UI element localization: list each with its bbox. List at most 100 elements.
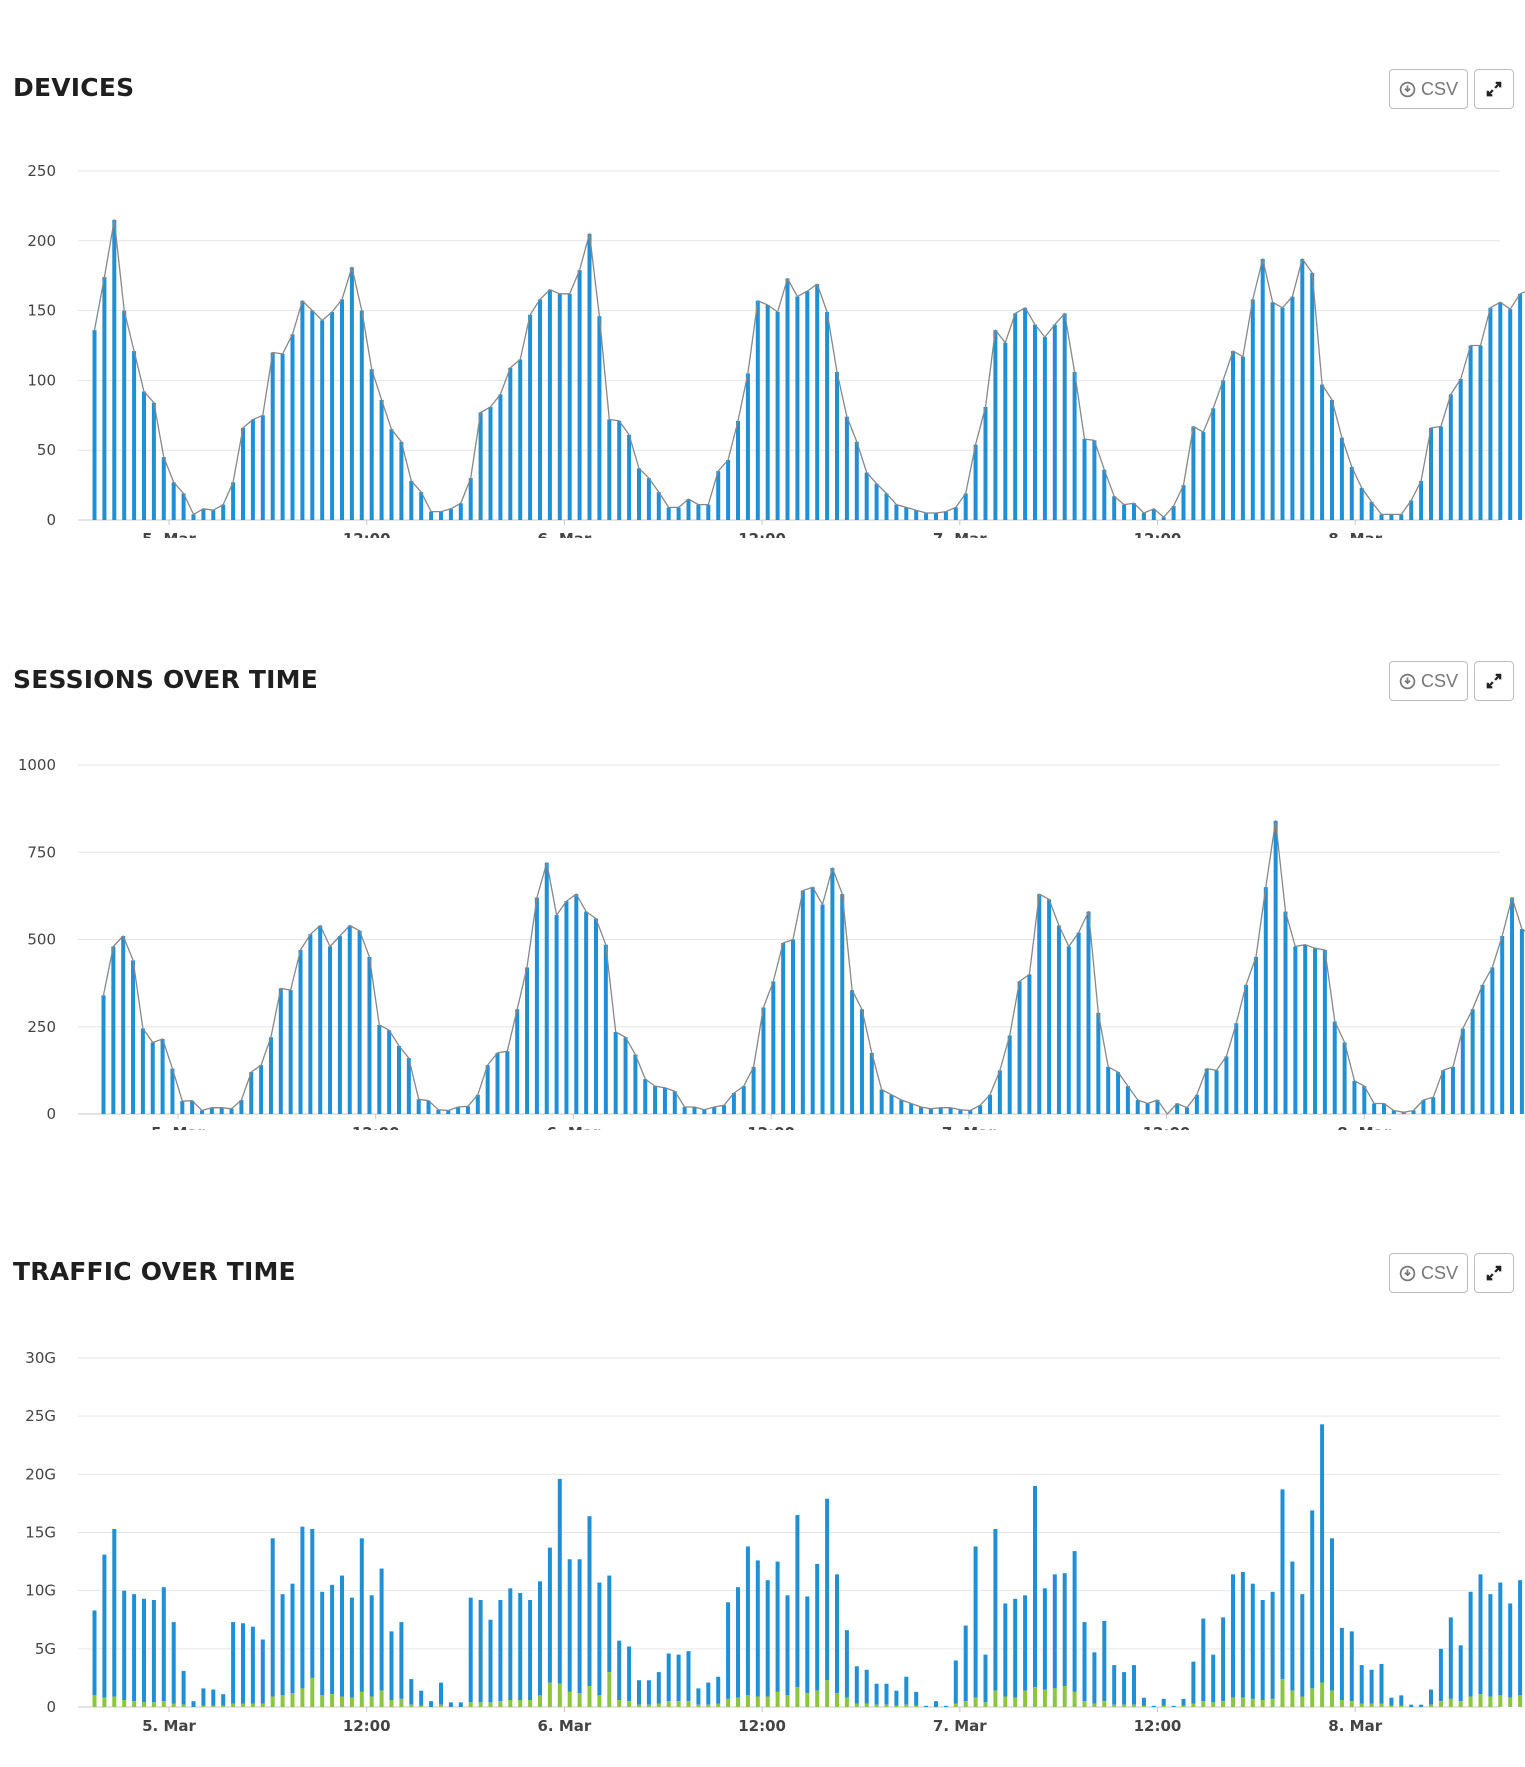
traffic-bar-upper — [1082, 1622, 1087, 1702]
traffic-bar-upper — [132, 1594, 137, 1702]
traffic-bar-upper — [646, 1680, 651, 1705]
traffic-bar-lower — [607, 1672, 612, 1707]
traffic-bar-lower — [1102, 1701, 1107, 1707]
data-bar — [498, 394, 503, 520]
traffic-bar-lower — [1082, 1701, 1087, 1707]
data-bar — [666, 507, 671, 520]
csv-export-button[interactable]: CSV — [1389, 69, 1468, 109]
expand-button[interactable] — [1474, 661, 1514, 701]
traffic-bar-upper — [627, 1646, 632, 1702]
traffic-bar-lower — [993, 1690, 998, 1707]
x-tick-label: 12:00 — [352, 1124, 400, 1130]
expand-button[interactable] — [1474, 1253, 1514, 1293]
csv-export-button[interactable]: CSV — [1389, 1253, 1468, 1293]
data-bar — [1047, 899, 1052, 1114]
data-bar — [587, 233, 592, 520]
traffic-bar-upper — [884, 1683, 889, 1705]
data-bar — [328, 946, 333, 1114]
expand-button[interactable] — [1474, 69, 1514, 109]
traffic-bar-lower — [765, 1696, 770, 1707]
data-bar — [1076, 932, 1081, 1114]
data-bar — [547, 289, 552, 520]
data-bar — [1027, 974, 1032, 1114]
data-bar — [736, 420, 740, 520]
traffic-bar-upper — [409, 1679, 414, 1705]
traffic-bar-upper — [161, 1587, 166, 1702]
y-tick-label: 10G — [25, 1582, 56, 1600]
data-bar — [1478, 345, 1483, 520]
traffic-bar-upper — [250, 1626, 255, 1704]
traffic-bar-lower — [1191, 1703, 1196, 1707]
data-bar — [495, 1052, 500, 1114]
data-bar — [249, 1072, 254, 1114]
data-bar — [909, 1103, 914, 1114]
traffic-bar-lower — [666, 1701, 671, 1707]
traffic-bar-upper — [142, 1598, 146, 1703]
y-tick-label: 100 — [27, 371, 56, 389]
traffic-bar-lower — [815, 1690, 820, 1707]
data-bar — [1300, 258, 1305, 520]
data-bar — [121, 936, 126, 1114]
traffic-bar-lower — [637, 1704, 641, 1707]
y-tick-label: 0 — [46, 1698, 56, 1716]
traffic-bar-upper — [924, 1705, 929, 1707]
data-bar — [1431, 1097, 1436, 1114]
traffic-bar-upper — [1458, 1645, 1463, 1702]
data-bar — [161, 457, 166, 520]
traffic-bar-lower — [260, 1703, 265, 1707]
traffic-bar-lower — [973, 1697, 978, 1707]
traffic-bar-lower — [983, 1702, 988, 1707]
data-bar — [219, 1107, 224, 1114]
data-bar — [791, 939, 795, 1114]
data-bar — [805, 291, 810, 520]
data-bar — [508, 367, 513, 520]
data-bar — [377, 1025, 382, 1114]
traffic-bar-upper — [369, 1595, 374, 1697]
data-bar — [613, 1031, 618, 1114]
traffic-bar-upper — [1013, 1598, 1018, 1698]
traffic-bar-upper — [1042, 1588, 1047, 1690]
data-bar — [1175, 1103, 1180, 1114]
csv-export-button[interactable]: CSV — [1389, 661, 1468, 701]
data-bar — [229, 1108, 234, 1114]
data-bar — [1458, 379, 1463, 520]
data-bar — [170, 1068, 175, 1114]
download-circle-icon — [1399, 1265, 1416, 1281]
x-tick-label: 8. Mar — [1337, 1124, 1391, 1130]
traffic-bar-lower — [716, 1703, 721, 1707]
data-bar — [795, 296, 800, 520]
traffic-bar-lower — [1339, 1700, 1344, 1707]
traffic-bar-upper — [122, 1590, 127, 1701]
y-tick-label: 50 — [37, 441, 56, 459]
traffic-bar-upper — [1161, 1698, 1166, 1706]
data-bar — [1409, 500, 1414, 520]
data-bar — [934, 513, 938, 520]
data-bar — [288, 990, 293, 1114]
traffic-bar-upper — [1250, 1583, 1255, 1699]
traffic-bar-upper — [1518, 1580, 1523, 1696]
traffic-bar-upper — [458, 1702, 463, 1707]
traffic-bar-lower — [1161, 1705, 1166, 1707]
data-bar — [389, 429, 394, 520]
traffic-bar-lower — [231, 1703, 236, 1707]
data-bar — [1052, 324, 1057, 520]
traffic-bar-lower — [1092, 1703, 1097, 1707]
x-tick-label: 12:00 — [1134, 1717, 1182, 1735]
y-tick-label: 20G — [25, 1465, 56, 1483]
traffic-bar-lower — [557, 1683, 562, 1707]
data-bar — [564, 901, 569, 1114]
traffic-bar-lower — [221, 1705, 226, 1707]
data-bar — [359, 310, 364, 520]
csv-label: CSV — [1420, 78, 1458, 99]
data-bar — [1421, 1100, 1426, 1114]
traffic-bar-upper — [1112, 1665, 1117, 1705]
data-bar — [419, 492, 424, 520]
x-tick-label: 6. Mar — [537, 1717, 591, 1735]
traffic-bar-lower — [201, 1705, 206, 1707]
traffic-bar-lower — [1141, 1705, 1146, 1707]
traffic-bar-upper — [270, 1538, 275, 1697]
data-bar — [1214, 1070, 1219, 1114]
traffic-bar-upper — [280, 1594, 285, 1696]
traffic-bar-lower — [1349, 1701, 1354, 1707]
traffic-bar-lower — [488, 1702, 493, 1707]
